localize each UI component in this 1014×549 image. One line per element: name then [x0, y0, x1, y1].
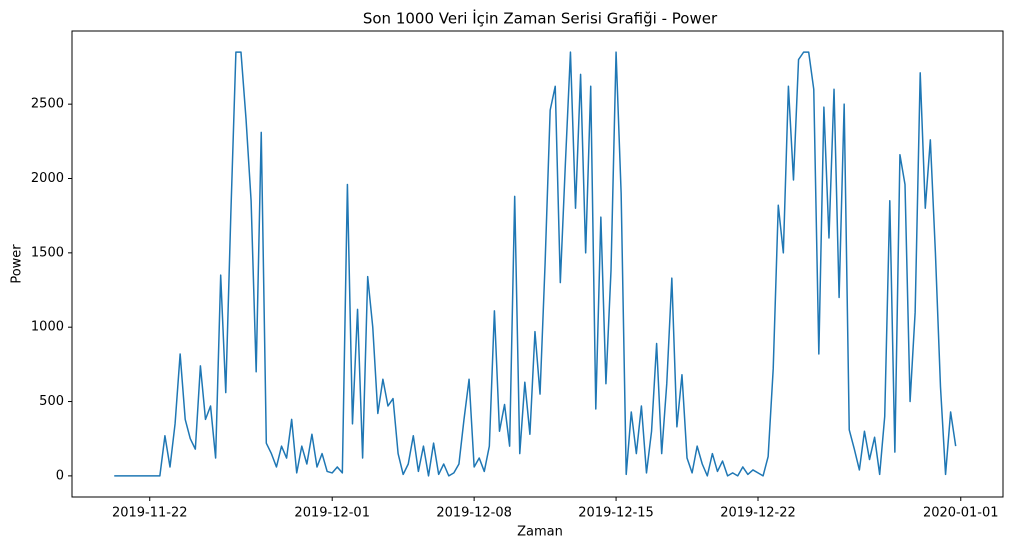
chart-title: Son 1000 Veri İçin Zaman Serisi Grafiği …: [363, 9, 718, 28]
y-tick-label: 0: [56, 468, 64, 483]
x-tick-label: 2020-01-01: [923, 506, 999, 521]
y-tick-label: 2500: [31, 97, 64, 112]
y-tick-label: 500: [39, 394, 64, 409]
x-tick-label: 2019-12-22: [720, 506, 796, 521]
x-tick-label: 2019-11-22: [112, 506, 188, 521]
y-axis-label: Power: [10, 244, 25, 284]
plot-frame: [71, 30, 1004, 498]
y-tick-label: 1500: [31, 245, 64, 260]
x-tick-label: 2019-12-15: [578, 506, 654, 521]
y-tick-label: 2000: [31, 171, 64, 186]
x-tick-label: 2019-12-08: [436, 506, 512, 521]
y-tick-label: 1000: [31, 320, 64, 335]
x-axis-label: Zaman: [517, 525, 563, 540]
x-tick-label: 2019-12-01: [294, 506, 370, 521]
data-line: [114, 51, 957, 477]
